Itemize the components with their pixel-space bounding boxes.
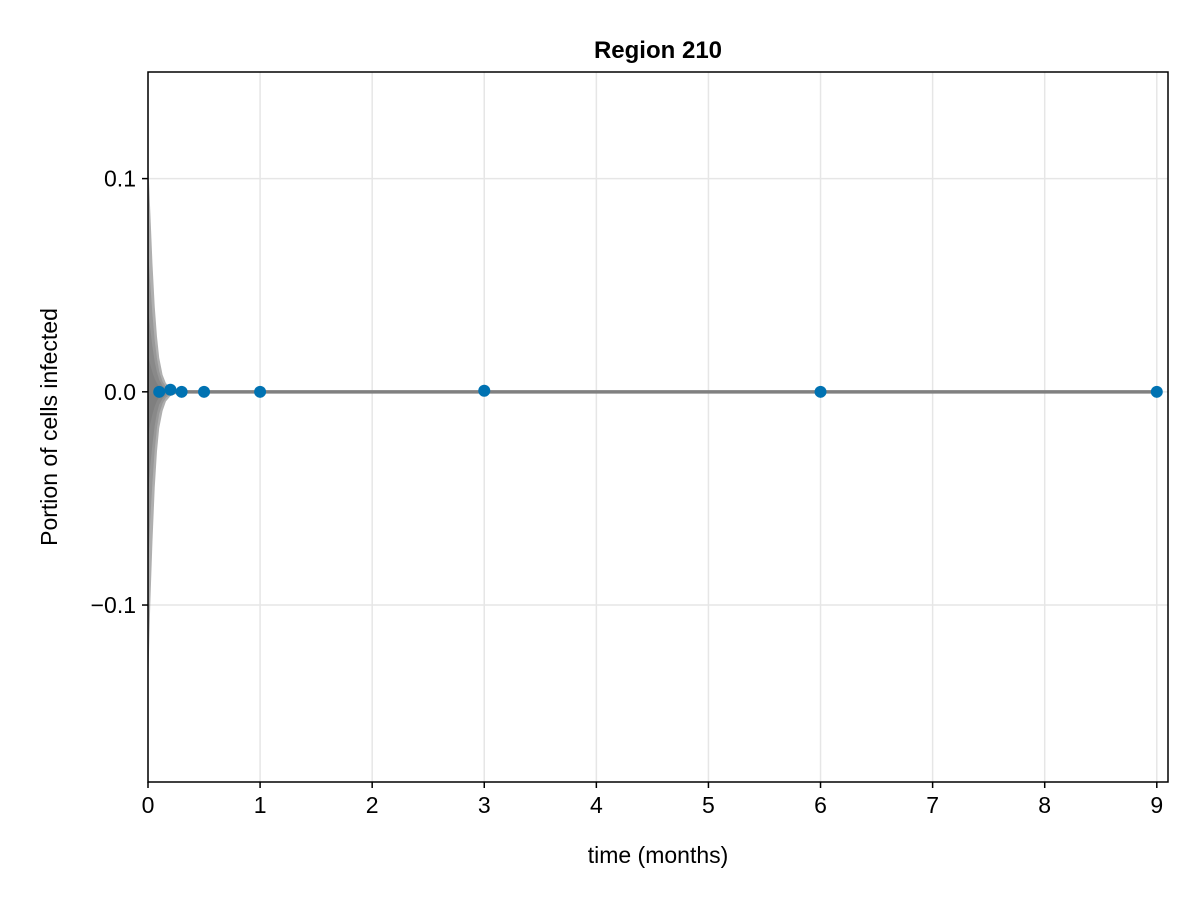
x-tick-label: 1 (254, 792, 267, 818)
chart-title: Region 210 (594, 37, 722, 64)
point-layer (153, 383, 1163, 398)
band-layer (148, 157, 1157, 691)
data-point (478, 384, 491, 397)
x-tick-label: 4 (590, 792, 603, 818)
data-point (153, 385, 166, 398)
data-point (254, 385, 267, 398)
data-point (814, 385, 827, 398)
y-tick-label: −0.1 (91, 592, 136, 618)
data-point (198, 385, 211, 398)
x-tick-label: 7 (926, 792, 939, 818)
data-point (1150, 385, 1163, 398)
x-tick-label: 9 (1150, 792, 1163, 818)
x-axis-label: time (months) (588, 842, 729, 868)
simulation-band-core (148, 356, 1157, 437)
data-point (164, 383, 177, 396)
grid-layer (147, 72, 1168, 782)
data-point (175, 385, 188, 398)
plot-frame (147, 71, 1169, 783)
x-tick-label: 0 (142, 792, 155, 818)
y-axis-label: Portion of cells infected (36, 308, 62, 546)
x-tick-label: 2 (366, 792, 379, 818)
x-tick-label: 3 (478, 792, 491, 818)
y-tick-label: 0.0 (104, 379, 136, 405)
simulation-band (148, 157, 1157, 691)
x-axis-ticks: 0 1 2 3 4 5 6 7 8 9 (142, 782, 1163, 818)
y-axis-ticks: 0.1 0.0 −0.1 (91, 166, 148, 618)
x-tick-label: 8 (1038, 792, 1051, 818)
x-tick-label: 5 (702, 792, 715, 818)
y-tick-label: 0.1 (104, 166, 136, 192)
simulation-band-core (148, 309, 1157, 497)
simulation-band-core (148, 251, 1157, 571)
x-tick-label: 6 (814, 792, 827, 818)
